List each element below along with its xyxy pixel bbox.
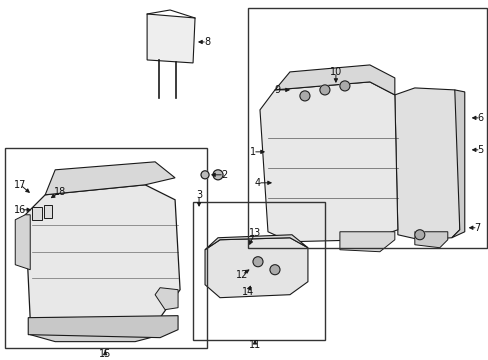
Polygon shape	[414, 232, 447, 248]
Circle shape	[414, 230, 424, 240]
Text: 11: 11	[248, 339, 261, 350]
Polygon shape	[204, 238, 307, 298]
Polygon shape	[155, 288, 178, 310]
Bar	[193, 202, 324, 339]
Text: 12: 12	[235, 270, 248, 280]
Text: 13: 13	[248, 228, 261, 238]
Polygon shape	[44, 205, 52, 218]
Polygon shape	[260, 82, 397, 242]
Text: 18: 18	[54, 187, 66, 197]
Polygon shape	[204, 235, 307, 250]
Bar	[5, 148, 206, 348]
Polygon shape	[28, 316, 178, 338]
Text: 14: 14	[242, 287, 254, 297]
Circle shape	[213, 170, 223, 180]
Text: 8: 8	[203, 37, 210, 47]
Text: 4: 4	[254, 178, 261, 188]
Text: 15: 15	[99, 348, 111, 359]
Text: 5: 5	[477, 145, 483, 155]
Polygon shape	[339, 232, 394, 252]
Text: 9: 9	[273, 85, 280, 95]
Text: 6: 6	[477, 113, 483, 123]
Text: 7: 7	[474, 223, 480, 233]
Polygon shape	[25, 185, 180, 328]
Circle shape	[252, 257, 263, 267]
Text: 1: 1	[249, 147, 256, 157]
Text: 10: 10	[329, 67, 341, 77]
Polygon shape	[394, 88, 459, 240]
Circle shape	[269, 265, 280, 275]
Polygon shape	[45, 162, 175, 195]
Text: 3: 3	[196, 190, 202, 200]
Text: 16: 16	[14, 205, 26, 215]
Circle shape	[319, 85, 329, 95]
Bar	[247, 8, 486, 248]
Circle shape	[201, 171, 208, 179]
Circle shape	[339, 81, 349, 91]
Polygon shape	[451, 90, 464, 238]
Polygon shape	[274, 65, 394, 95]
Circle shape	[299, 91, 309, 101]
Text: 17: 17	[14, 180, 26, 190]
Text: 2: 2	[221, 170, 227, 180]
Polygon shape	[32, 207, 42, 220]
Polygon shape	[15, 215, 30, 270]
Polygon shape	[30, 318, 160, 342]
Polygon shape	[147, 14, 195, 63]
